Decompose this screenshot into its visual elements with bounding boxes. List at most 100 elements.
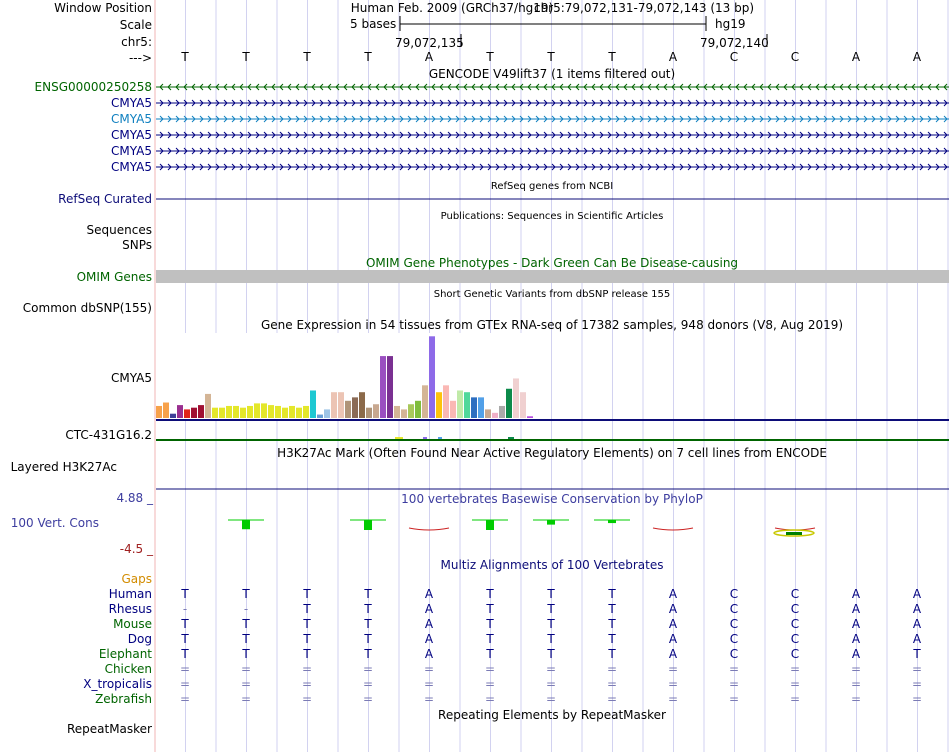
- gtex-bar[interactable]: [324, 409, 330, 418]
- cons-mark-neg[interactable]: [408, 527, 450, 531]
- gtex-bar[interactable]: [289, 405, 295, 418]
- gtex-bar[interactable]: [485, 409, 491, 418]
- multiz-species-label[interactable]: Zebrafish: [95, 692, 152, 706]
- omim-label[interactable]: OMIM Genes: [77, 270, 152, 284]
- gencode-gene-line[interactable]: [156, 99, 949, 107]
- gtex-bar[interactable]: [233, 405, 239, 418]
- gtex-bar[interactable]: [198, 405, 204, 418]
- multiz-species-label[interactable]: Rhesus: [109, 602, 152, 616]
- multiz-species-label[interactable]: Mouse: [113, 617, 152, 631]
- gtex-gene1-label[interactable]: CMYA5: [111, 371, 152, 385]
- gtex-bar[interactable]: [310, 390, 316, 418]
- h3k27ac-title[interactable]: H3K27Ac Mark (Often Found Near Active Re…: [277, 446, 827, 460]
- multiz-species-label[interactable]: Human: [109, 587, 152, 601]
- gtex-bar[interactable]: [303, 405, 309, 418]
- gtex-bar[interactable]: [436, 392, 442, 418]
- refseq-label[interactable]: RefSeq Curated: [58, 192, 152, 206]
- repeatmasker-title[interactable]: Repeating Elements by RepeatMasker: [438, 708, 666, 722]
- refseq-title[interactable]: RefSeq genes from NCBI: [491, 181, 613, 192]
- gtex-bar[interactable]: [226, 405, 232, 418]
- gtex-bar[interactable]: [499, 405, 505, 418]
- gencode-track-label[interactable]: CMYA5: [111, 144, 152, 158]
- gtex-bar[interactable]: [520, 392, 526, 418]
- gtex-bar[interactable]: [415, 400, 421, 418]
- gtex-bar[interactable]: [429, 336, 435, 418]
- gtex-bar[interactable]: [464, 392, 470, 418]
- snps-label[interactable]: SNPs: [122, 238, 152, 252]
- h3k27ac-label[interactable]: Layered H3K27Ac: [11, 460, 117, 474]
- multiz-species-label[interactable]: X_tropicalis: [83, 677, 152, 691]
- gtex-bar[interactable]: [296, 407, 302, 418]
- cons-mark-neg[interactable]: [652, 527, 694, 531]
- conservation-label[interactable]: 100 Vert. Cons: [11, 516, 99, 530]
- cons-mark-pos[interactable]: [486, 520, 494, 530]
- gtex-gene2-label[interactable]: CTC-431G16.2: [65, 428, 152, 442]
- gtex-bar[interactable]: [240, 407, 246, 418]
- gtex-bar[interactable]: [331, 392, 337, 418]
- gtex-bar[interactable]: [394, 405, 400, 418]
- publications-title[interactable]: Publications: Sequences in Scientific Ar…: [441, 211, 664, 222]
- gtex-bar[interactable]: [191, 407, 197, 418]
- gtex-bar[interactable]: [219, 407, 225, 418]
- gtex-bar[interactable]: [170, 413, 176, 418]
- gtex-bar[interactable]: [205, 393, 211, 418]
- gtex-bar[interactable]: [156, 405, 162, 418]
- gtex-bar[interactable]: [275, 405, 281, 418]
- gtex-bar[interactable]: [268, 405, 274, 418]
- gtex-gene1-line[interactable]: [156, 419, 949, 421]
- gtex-bar[interactable]: [527, 416, 533, 418]
- gencode-title[interactable]: GENCODE V49lift37 (1 items filtered out): [429, 67, 675, 81]
- gtex-bar[interactable]: [492, 412, 498, 418]
- gtex-bar[interactable]: [366, 407, 372, 418]
- cons-mark-pos[interactable]: [364, 520, 372, 530]
- publications-label[interactable]: Sequences: [87, 223, 152, 237]
- gtex-bar[interactable]: [282, 407, 288, 418]
- dbsnp-title[interactable]: Short Genetic Variants from dbSNP releas…: [434, 289, 671, 300]
- gtex-bar[interactable]: [380, 356, 386, 418]
- gtex-bar[interactable]: [184, 409, 190, 418]
- gtex-bars[interactable]: [156, 336, 533, 418]
- multiz-species-label[interactable]: Chicken: [105, 662, 152, 676]
- gtex-bar[interactable]: [163, 402, 169, 418]
- cons-mark-pos[interactable]: [547, 520, 555, 525]
- cons-mark-pos[interactable]: [242, 520, 250, 530]
- dbsnp-label[interactable]: Common dbSNP(155): [23, 301, 152, 315]
- gtex-bar[interactable]: [471, 397, 477, 418]
- omim-feature-bar[interactable]: [156, 270, 949, 283]
- multiz-species-label[interactable]: Dog: [128, 632, 152, 646]
- gtex-bar[interactable]: [387, 356, 393, 418]
- gtex-bar[interactable]: [261, 403, 267, 418]
- gtex-title[interactable]: Gene Expression in 54 tissues from GTEx …: [261, 318, 843, 332]
- gencode-gene-line[interactable]: [156, 115, 949, 123]
- gtex-bar[interactable]: [422, 385, 428, 418]
- omim-title[interactable]: OMIM Gene Phenotypes - Dark Green Can Be…: [366, 256, 738, 270]
- gencode-track-label[interactable]: CMYA5: [111, 128, 152, 142]
- gtex-bar[interactable]: [212, 407, 218, 418]
- gtex-bar[interactable]: [254, 403, 260, 418]
- position-text[interactable]: chr5:79,072,131-79,072,143 (13 bp): [534, 1, 754, 15]
- gtex-bar[interactable]: [408, 404, 414, 418]
- gtex-bar[interactable]: [513, 378, 519, 418]
- gencode-track-label[interactable]: CMYA5: [111, 160, 152, 174]
- gtex-bar[interactable]: [443, 385, 449, 418]
- gtex-bar[interactable]: [352, 397, 358, 418]
- gtex-gene2-line[interactable]: [156, 439, 949, 441]
- multiz-species-label[interactable]: Elephant: [99, 647, 152, 661]
- multiz-title[interactable]: Multiz Alignments of 100 Vertebrates: [440, 558, 663, 572]
- gtex-bar[interactable]: [457, 390, 463, 418]
- gtex-bar[interactable]: [478, 397, 484, 418]
- gencode-gene-line[interactable]: [156, 147, 949, 155]
- gtex-bar[interactable]: [177, 405, 183, 418]
- gaps-label[interactable]: Gaps: [121, 572, 152, 586]
- gtex-bar[interactable]: [401, 409, 407, 418]
- gencode-track-label[interactable]: CMYA5: [111, 96, 152, 110]
- gtex-bar[interactable]: [450, 400, 456, 418]
- gtex-bar[interactable]: [373, 404, 379, 418]
- repeatmasker-label[interactable]: RepeatMasker: [67, 722, 152, 736]
- gtex-bar[interactable]: [317, 414, 323, 418]
- gencode-gene-line[interactable]: [156, 163, 949, 171]
- gencode-gene-line[interactable]: [156, 83, 949, 91]
- gtex-bar[interactable]: [345, 400, 351, 418]
- gtex-bar[interactable]: [359, 392, 365, 418]
